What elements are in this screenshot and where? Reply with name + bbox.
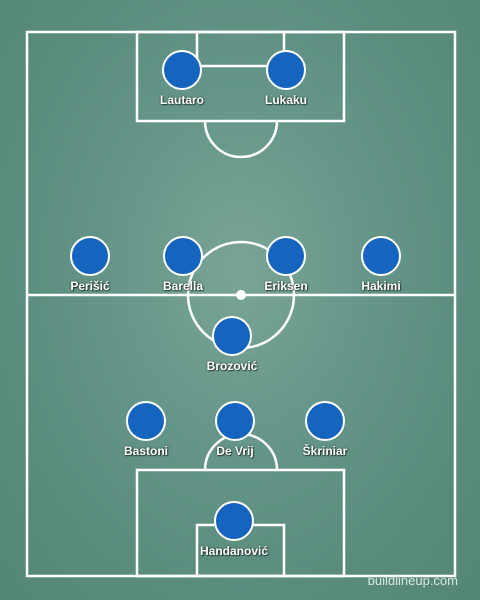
player-marker[interactable] bbox=[163, 236, 203, 276]
player-name: Eriksen bbox=[264, 279, 308, 293]
player-marker[interactable] bbox=[212, 316, 252, 356]
player-name: Brozović bbox=[206, 359, 258, 373]
center-spot bbox=[236, 290, 246, 300]
player-name: Hakimi bbox=[361, 279, 401, 293]
player-marker[interactable] bbox=[266, 50, 306, 90]
top-penalty-arc bbox=[203, 120, 279, 159]
player-marker[interactable] bbox=[70, 236, 110, 276]
player-bastoni[interactable]: Bastoni bbox=[91, 401, 201, 458]
player-hakimi[interactable]: Hakimi bbox=[326, 236, 436, 293]
player-lukaku[interactable]: Lukaku bbox=[231, 50, 341, 107]
player-marker[interactable] bbox=[361, 236, 401, 276]
watermark-text: buildlineup.com bbox=[367, 573, 458, 588]
player-name: Handanović bbox=[199, 544, 268, 558]
player-name: Bastoni bbox=[123, 444, 168, 458]
player-de-vrij[interactable]: De Vrij bbox=[180, 401, 290, 458]
player-brozovic[interactable]: Brozović bbox=[177, 316, 287, 373]
player-handanovic[interactable]: Handanović bbox=[179, 501, 289, 558]
player-lautaro[interactable]: Lautaro bbox=[127, 50, 237, 107]
player-name: Škriniar bbox=[302, 444, 348, 458]
player-barella[interactable]: Barella bbox=[128, 236, 238, 293]
player-eriksen[interactable]: Eriksen bbox=[231, 236, 341, 293]
player-skriniar[interactable]: Škriniar bbox=[270, 401, 380, 458]
pitch-boundary bbox=[25, 30, 457, 578]
player-marker[interactable] bbox=[266, 236, 306, 276]
player-perisic[interactable]: Perišić bbox=[35, 236, 145, 293]
player-name: Lautaro bbox=[159, 93, 204, 107]
player-marker[interactable] bbox=[126, 401, 166, 441]
player-marker[interactable] bbox=[162, 50, 202, 90]
player-name: Lukaku bbox=[264, 93, 307, 107]
player-marker[interactable] bbox=[305, 401, 345, 441]
player-marker[interactable] bbox=[215, 401, 255, 441]
player-name: Perišić bbox=[70, 279, 110, 293]
top-goal-area bbox=[195, 30, 286, 68]
player-marker[interactable] bbox=[214, 501, 254, 541]
player-name: De Vrij bbox=[216, 444, 254, 458]
player-name: Barella bbox=[162, 279, 204, 293]
